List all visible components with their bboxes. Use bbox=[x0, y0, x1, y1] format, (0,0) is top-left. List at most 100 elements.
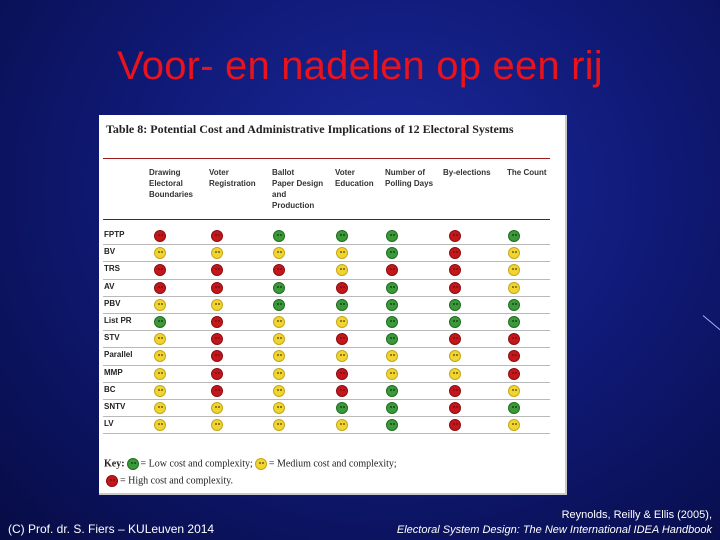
low-cost-face-icon bbox=[336, 402, 348, 414]
high-cost-face-icon bbox=[154, 264, 166, 277]
medium-cost-face-icon bbox=[211, 402, 223, 414]
high-cost-face-icon bbox=[211, 367, 223, 380]
header-bottom-rule bbox=[103, 219, 550, 220]
low-cost-face-icon bbox=[386, 281, 398, 294]
medium-cost-face-icon bbox=[254, 458, 267, 470]
high-cost-face-icon bbox=[211, 230, 223, 242]
high-cost-face-icon bbox=[211, 384, 223, 397]
high-cost-face-icon bbox=[211, 264, 223, 277]
low-cost-face-icon bbox=[508, 402, 520, 414]
high-cost-face-icon bbox=[449, 333, 461, 346]
high-cost-face-icon bbox=[273, 264, 285, 277]
medium-cost-face-icon bbox=[336, 247, 348, 260]
row-label: List PR bbox=[104, 316, 132, 325]
low-cost-face-icon bbox=[508, 316, 520, 328]
row-label: LV bbox=[104, 419, 114, 429]
low-cost-face-icon bbox=[386, 247, 398, 260]
row-divider bbox=[103, 295, 550, 297]
table-top-rule bbox=[103, 158, 550, 159]
high-cost-face-icon bbox=[449, 281, 461, 294]
key-text: = High cost and complexity. bbox=[120, 475, 234, 487]
high-cost-face-icon bbox=[336, 333, 348, 346]
medium-cost-face-icon bbox=[273, 419, 285, 432]
medium-cost-face-icon bbox=[508, 384, 520, 397]
table-title: Table 8: Potential Cost and Administrati… bbox=[106, 122, 514, 136]
row-divider bbox=[103, 313, 550, 314]
table-key: Key: = Low cost and complexity; = Medium c… bbox=[104, 458, 397, 470]
low-cost-face-icon bbox=[273, 230, 285, 242]
slide-title: Voor- en nadelen op een rij bbox=[117, 44, 603, 88]
key-text: = Medium cost and complexity; bbox=[268, 458, 397, 470]
low-cost-face-icon bbox=[273, 281, 285, 294]
medium-cost-face-icon bbox=[154, 247, 166, 260]
high-cost-face-icon bbox=[508, 350, 520, 363]
row-label: TRS bbox=[104, 264, 120, 274]
citation-authors: Reynolds, Reilly & Ellis (2005), bbox=[561, 509, 712, 521]
column-header: Voter Registration bbox=[209, 168, 256, 188]
row-label: FPTP bbox=[104, 230, 125, 239]
high-cost-face-icon bbox=[336, 384, 348, 397]
low-cost-face-icon bbox=[386, 384, 398, 397]
high-cost-face-icon bbox=[154, 281, 166, 294]
low-cost-face-icon bbox=[386, 419, 398, 432]
row-label: BC bbox=[104, 384, 116, 394]
medium-cost-face-icon bbox=[386, 367, 398, 380]
high-cost-face-icon bbox=[106, 475, 118, 487]
high-cost-face-icon bbox=[211, 316, 223, 328]
footer-citation: Reynolds, Reilly & Ellis (2005), Elector… bbox=[397, 508, 712, 538]
high-cost-face-icon bbox=[508, 333, 520, 346]
column-header: Ballot Paper Design and Production bbox=[272, 168, 324, 210]
medium-cost-face-icon bbox=[273, 384, 285, 397]
row-divider bbox=[103, 381, 550, 383]
electoral-systems-table: Table 8: Potential Cost and Administrati… bbox=[99, 115, 567, 495]
row-label: MMP bbox=[104, 367, 123, 377]
medium-cost-face-icon bbox=[508, 419, 520, 432]
column-header: By-elections bbox=[443, 168, 491, 177]
medium-cost-face-icon bbox=[273, 316, 285, 328]
medium-cost-face-icon bbox=[154, 367, 166, 380]
high-cost-face-icon bbox=[449, 247, 461, 260]
row-label: BV bbox=[104, 247, 116, 257]
high-cost-face-icon bbox=[336, 281, 348, 294]
row-divider bbox=[103, 244, 550, 246]
medium-cost-face-icon bbox=[336, 419, 348, 432]
high-cost-face-icon bbox=[211, 281, 223, 294]
low-cost-face-icon bbox=[508, 230, 520, 242]
medium-cost-face-icon bbox=[211, 419, 223, 432]
low-cost-face-icon bbox=[386, 333, 398, 346]
high-cost-face-icon bbox=[211, 350, 223, 363]
medium-cost-face-icon bbox=[154, 298, 166, 311]
medium-cost-face-icon bbox=[154, 333, 166, 346]
medium-cost-face-icon bbox=[508, 264, 520, 277]
column-header: Voter Education bbox=[335, 168, 374, 188]
row-label: Parallel bbox=[104, 350, 133, 360]
medium-cost-face-icon bbox=[154, 384, 166, 397]
medium-cost-face-icon bbox=[273, 402, 285, 414]
row-divider bbox=[103, 433, 550, 435]
low-cost-face-icon bbox=[386, 230, 398, 242]
column-header: Number of Polling Days bbox=[385, 168, 434, 188]
row-divider bbox=[103, 330, 550, 332]
high-cost-face-icon bbox=[336, 367, 348, 380]
row-label: PBV bbox=[104, 298, 121, 308]
medium-cost-face-icon bbox=[336, 316, 348, 328]
row-divider bbox=[103, 261, 550, 263]
medium-cost-face-icon bbox=[449, 350, 461, 363]
table-key-high: = High cost and complexity. bbox=[104, 475, 233, 487]
medium-cost-face-icon bbox=[273, 333, 285, 346]
citation-book: Electoral System Design: The New Interna… bbox=[396, 524, 712, 536]
medium-cost-face-icon bbox=[211, 247, 223, 260]
high-cost-face-icon bbox=[211, 333, 223, 346]
medium-cost-face-icon bbox=[449, 367, 461, 380]
column-header: Drawing Electoral Boundaries bbox=[149, 168, 194, 199]
medium-cost-face-icon bbox=[273, 247, 285, 260]
high-cost-face-icon bbox=[449, 264, 461, 277]
row-divider bbox=[103, 364, 550, 366]
footer-copyright: (C) Prof. dr. S. Fiers – KULeuven 2014 bbox=[8, 522, 215, 536]
medium-cost-face-icon bbox=[273, 350, 285, 363]
row-divider bbox=[103, 416, 550, 418]
low-cost-face-icon bbox=[336, 298, 348, 311]
high-cost-face-icon bbox=[449, 230, 461, 242]
medium-cost-face-icon bbox=[508, 247, 520, 260]
medium-cost-face-icon bbox=[273, 367, 285, 380]
